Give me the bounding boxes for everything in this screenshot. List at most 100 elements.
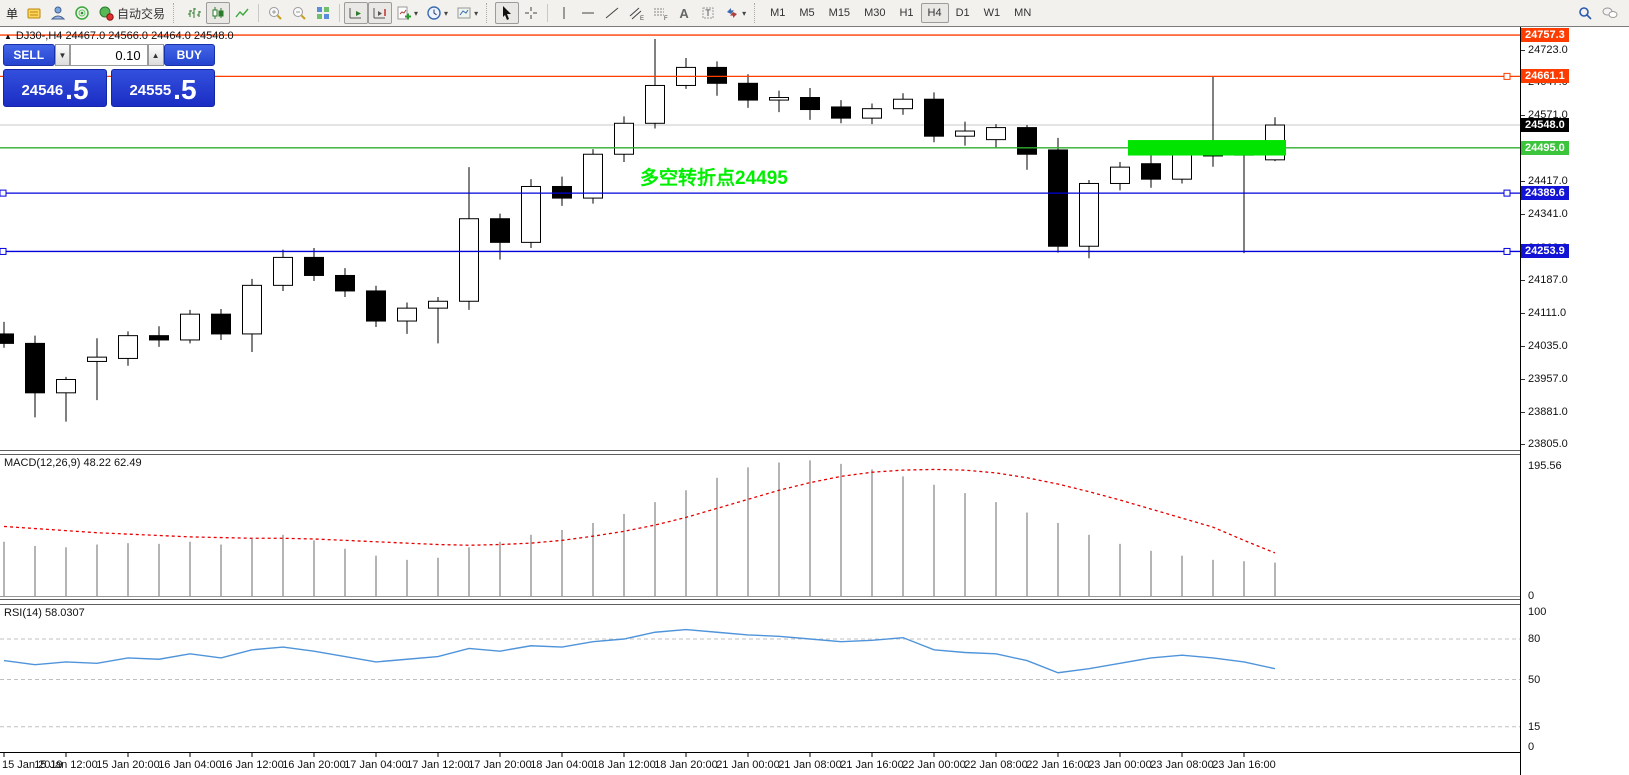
arrows-button[interactable]: ▾ bbox=[720, 2, 750, 24]
candlestick-chart-button[interactable] bbox=[206, 2, 231, 24]
horizontal-line-button[interactable] bbox=[576, 2, 600, 24]
chart-shift-button[interactable] bbox=[368, 2, 393, 24]
macd-panel[interactable] bbox=[0, 455, 1520, 598]
rsi-label: RSI(14) 58.0307 bbox=[4, 607, 85, 619]
templates-button[interactable]: ▾ bbox=[452, 2, 482, 24]
tf-w1[interactable]: W1 bbox=[983, 7, 1001, 19]
text-tool-button[interactable]: A bbox=[672, 2, 696, 24]
tf-m5[interactable]: M5 bbox=[799, 7, 815, 19]
tf-m1[interactable]: M1 bbox=[770, 7, 786, 19]
sell-button[interactable]: SELL bbox=[3, 44, 55, 66]
svg-text:23 Jan 00:00: 23 Jan 00:00 bbox=[1088, 759, 1152, 771]
buy-button[interactable]: BUY bbox=[163, 44, 216, 66]
bar-chart-icon bbox=[188, 8, 202, 18]
channel-button[interactable]: E bbox=[624, 2, 648, 24]
axis-price-label: 24187.0 bbox=[1528, 274, 1568, 287]
vertical-line-button[interactable] bbox=[552, 2, 576, 24]
text-label-icon: T bbox=[702, 7, 714, 19]
panel-separator[interactable] bbox=[0, 599, 1629, 605]
one-click-trading-panel: SELL ▼ 0.10 ▲ BUY 24546 .5 24555 .5 bbox=[3, 44, 216, 107]
svg-text:16 Jan 04:00: 16 Jan 04:00 bbox=[158, 759, 222, 771]
toolbar-separator bbox=[339, 4, 341, 22]
macd-axis-max: 195.56 bbox=[1528, 460, 1562, 472]
indicators-add-icon bbox=[397, 6, 412, 20]
svg-text:E: E bbox=[640, 16, 644, 21]
tile-windows-button[interactable] bbox=[311, 2, 335, 24]
axis-price-badge: 24548.0 bbox=[1521, 118, 1569, 132]
axis-price-badge: 24389.6 bbox=[1521, 186, 1569, 201]
axis-price-badge: 24253.9 bbox=[1521, 244, 1569, 259]
axis-tick bbox=[1521, 312, 1525, 314]
svg-text:T: T bbox=[705, 8, 711, 18]
clock-icon bbox=[427, 6, 441, 20]
indicators-button[interactable]: ▾ bbox=[392, 2, 422, 24]
vertical-line-icon bbox=[563, 7, 565, 19]
trendline-button[interactable] bbox=[600, 2, 624, 24]
axis-price-label: 24723.0 bbox=[1528, 43, 1568, 56]
text-label-button[interactable]: T bbox=[696, 2, 720, 24]
fibonacci-button[interactable]: F bbox=[648, 2, 672, 24]
trendline-icon bbox=[605, 7, 619, 19]
periods-button[interactable]: ▾ bbox=[422, 2, 452, 24]
tf-m15[interactable]: M15 bbox=[828, 7, 851, 19]
volume-down-button[interactable]: ▼ bbox=[54, 44, 71, 66]
axis-tick bbox=[1521, 213, 1525, 215]
buy-price-display[interactable]: 24555 .5 bbox=[111, 69, 215, 107]
zoom-in-icon bbox=[269, 7, 282, 20]
panel-separator[interactable] bbox=[0, 450, 1629, 455]
auto-scroll-icon bbox=[349, 8, 362, 19]
cursor-button[interactable] bbox=[495, 2, 520, 24]
buy-price-frac: .5 bbox=[173, 74, 197, 105]
svg-text:22 Jan 00:00: 22 Jan 00:00 bbox=[902, 759, 966, 771]
time-axis[interactable]: 15 Jan 2019 15 Jan 12:00 15 Jan 20:00 16 Ja… bbox=[0, 752, 1520, 775]
axis-tick bbox=[1521, 379, 1525, 381]
zoom-out-button[interactable] bbox=[287, 2, 311, 24]
horizontal-line-icon bbox=[582, 12, 595, 14]
svg-text:21 Jan 08:00: 21 Jan 08:00 bbox=[778, 759, 842, 771]
market-watch-button[interactable] bbox=[22, 2, 46, 24]
new-order-label[interactable]: 单 bbox=[6, 6, 19, 21]
line-chart-button[interactable] bbox=[230, 2, 254, 24]
candlestick-chart[interactable] bbox=[0, 27, 1520, 450]
sell-price-display[interactable]: 24546 .5 bbox=[3, 69, 107, 107]
autotrade-button[interactable]: 自动交易 bbox=[94, 2, 169, 24]
autotrade-icon bbox=[99, 6, 114, 21]
volume-up-button[interactable]: ▲ bbox=[147, 44, 164, 66]
sell-price-frac: .5 bbox=[65, 74, 89, 105]
chart-annotation[interactable]: 多空转折点24495 bbox=[640, 168, 788, 189]
toolbar-separator bbox=[258, 4, 260, 22]
svg-text:22 Jan 08:00: 22 Jan 08:00 bbox=[964, 759, 1028, 771]
toolbar-grip bbox=[486, 3, 491, 23]
chat-button[interactable] bbox=[1597, 2, 1623, 24]
axis-price-badge: 24661.1 bbox=[1521, 69, 1569, 84]
crosshair-button[interactable] bbox=[519, 2, 543, 24]
tf-m30[interactable]: M30 bbox=[864, 7, 886, 19]
svg-text:21 Jan 16:00: 21 Jan 16:00 bbox=[840, 759, 904, 771]
volume-input[interactable]: 0.10 bbox=[70, 44, 148, 66]
tf-d1[interactable]: D1 bbox=[955, 7, 970, 19]
search-button[interactable] bbox=[1573, 2, 1597, 24]
axis-tick bbox=[1521, 115, 1525, 117]
rsi-axis-label: 50 bbox=[1528, 673, 1541, 686]
axis-tick bbox=[1521, 411, 1525, 413]
market-watch-icon bbox=[27, 8, 41, 19]
accounts-button[interactable] bbox=[46, 2, 70, 24]
tf-mn[interactable]: MN bbox=[1014, 7, 1032, 19]
svg-text:15 Jan 2019: 15 Jan 2019 bbox=[2, 759, 63, 771]
bar-chart-button[interactable] bbox=[182, 2, 206, 24]
auto-scroll-button[interactable] bbox=[344, 2, 369, 24]
signals-button[interactable] bbox=[70, 2, 94, 24]
main-chart-panel[interactable] bbox=[0, 27, 1520, 450]
svg-text:15 Jan 20:00: 15 Jan 20:00 bbox=[96, 759, 160, 771]
svg-text:15 Jan 12:00: 15 Jan 12:00 bbox=[34, 759, 98, 771]
zoom-in-button[interactable] bbox=[263, 2, 287, 24]
price-axis[interactable]: 24723.024647.024571.024417.024341.024263… bbox=[1520, 27, 1629, 775]
tf-h4[interactable]: H4 bbox=[920, 3, 949, 23]
chat-icon bbox=[1602, 7, 1618, 18]
rsi-panel[interactable] bbox=[0, 605, 1520, 752]
template-icon bbox=[457, 7, 471, 19]
axis-tick bbox=[1521, 181, 1525, 183]
tf-h1[interactable]: H1 bbox=[899, 7, 914, 19]
